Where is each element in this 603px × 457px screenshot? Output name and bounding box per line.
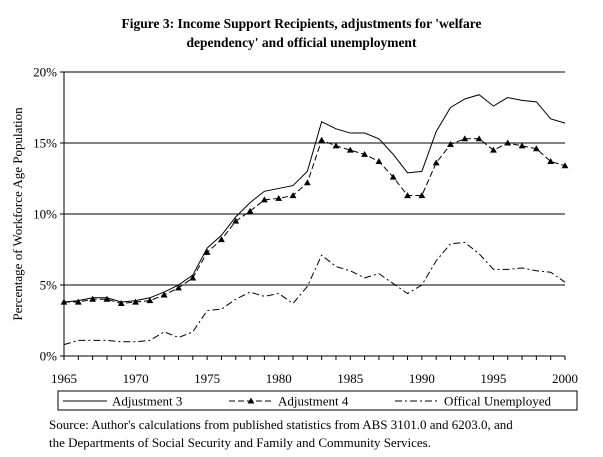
data-point-marker — [189, 274, 197, 281]
data-point-marker — [461, 135, 469, 142]
legend-marker — [247, 397, 255, 404]
data-point-marker — [561, 162, 569, 169]
data-point-marker — [175, 284, 182, 291]
series-group — [60, 94, 569, 346]
y-axis-label: Percentage of Workforce Age Population — [10, 107, 25, 321]
series-line-2 — [64, 138, 566, 304]
data-point-marker — [60, 298, 68, 305]
data-point-marker — [547, 158, 555, 165]
data-point-marker — [146, 297, 154, 304]
data-point-marker — [218, 236, 225, 243]
y-tick-label: 20% — [33, 65, 57, 80]
x-tick-label: 1995 — [480, 371, 506, 386]
legend-box — [57, 390, 578, 411]
data-point-marker — [346, 146, 354, 153]
x-tick-labels: 1965 1970 1975 1980 1985 1990 1995 2000 — [51, 371, 578, 386]
data-point-marker — [332, 142, 340, 149]
data-point-marker — [532, 145, 540, 152]
y-tick-label: 5% — [40, 278, 58, 293]
data-point-marker — [404, 192, 411, 199]
data-point-marker — [203, 248, 211, 255]
data-point-marker — [375, 158, 383, 165]
axes — [60, 71, 566, 360]
data-point-marker — [117, 300, 125, 307]
data-point-marker — [303, 179, 311, 186]
chart-title: Figure 3: Income Support Recipients, adj… — [0, 14, 603, 52]
x-tick-label: 1980 — [266, 371, 292, 386]
data-point-marker — [518, 142, 526, 149]
y-tick-label: 0% — [40, 349, 58, 364]
x-tick-label: 1985 — [337, 371, 363, 386]
data-point-marker — [389, 173, 397, 180]
data-point-marker — [232, 217, 240, 224]
data-point-marker — [289, 192, 297, 199]
x-tick-label: 1990 — [409, 371, 435, 386]
data-point-marker — [418, 192, 426, 199]
legend-label: Adjustment 4 — [278, 394, 349, 409]
data-point-marker — [275, 194, 283, 201]
data-point-marker — [246, 207, 254, 214]
y-tick-label: 15% — [33, 136, 57, 151]
line-chart: 0%5%10%15%20% 1965 1970 1975 1980 1985 1990 19… — [10, 65, 578, 411]
x-tick-label: 2000 — [552, 371, 578, 386]
data-point-marker — [475, 135, 483, 142]
chart-title-line-1: Figure 3: Income Support Recipients, adj… — [121, 16, 482, 31]
y-tick-labels: 0% 5% 10% 15% 20% — [33, 65, 57, 364]
y-tick-label: 10% — [33, 207, 57, 222]
data-point-marker — [490, 146, 497, 153]
legend-label: Offical Unemployed — [444, 394, 551, 409]
data-point-marker — [160, 291, 168, 298]
legend-label: Adjustment 3 — [112, 394, 182, 409]
x-tick-label: 1965 — [51, 371, 77, 386]
x-tick-label: 1975 — [194, 371, 220, 386]
series-line-1 — [63, 94, 566, 303]
data-point-marker — [132, 298, 139, 305]
data-point-marker — [447, 141, 454, 147]
series-line-3 — [63, 241, 566, 346]
data-point-marker — [89, 295, 97, 302]
data-point-marker — [432, 159, 440, 166]
source-note: Source: Author's calculations from publi… — [49, 416, 599, 452]
source-note-line-1: Source: Author's calculations from publi… — [49, 417, 513, 432]
data-point-marker — [318, 136, 326, 143]
data-point-marker — [103, 295, 111, 302]
chart-title-line-2: dependency' and official unemployment — [186, 35, 417, 50]
data-point-marker — [74, 298, 82, 305]
data-point-marker — [504, 139, 512, 146]
data-point-marker — [261, 196, 268, 203]
data-point-marker — [361, 150, 368, 157]
x-tick-label: 1970 — [123, 371, 149, 386]
source-note-line-2: the Departments of Social Security and F… — [49, 435, 431, 450]
legend: Adjustment 3 Adjustment 4 Offical Unemploy… — [57, 390, 578, 411]
gridlines — [64, 71, 565, 286]
